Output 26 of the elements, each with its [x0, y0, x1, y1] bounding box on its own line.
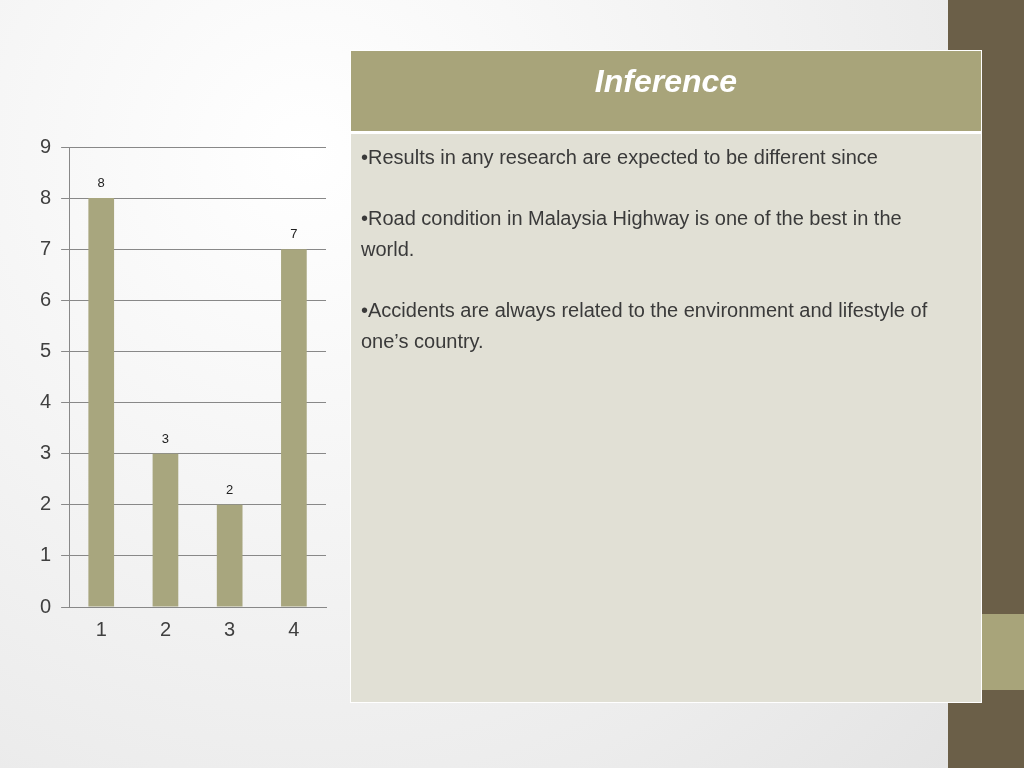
- y-tick-label: 4: [40, 390, 52, 413]
- bar: [88, 198, 115, 607]
- data-label: 3: [161, 430, 170, 446]
- y-tick-label: 5: [40, 338, 52, 361]
- bar: [152, 453, 179, 607]
- x-tick-label: 2: [159, 617, 172, 640]
- bar: [216, 504, 243, 607]
- data-label: 7: [290, 226, 298, 242]
- bar: [281, 249, 307, 607]
- y-tick-label: 0: [40, 594, 52, 617]
- y-tick-label: 9: [40, 134, 52, 157]
- x-tick-label: 3: [224, 617, 236, 640]
- data-label: 8: [97, 175, 105, 191]
- y-tick-label: 6: [40, 287, 52, 310]
- text: •Results in any research are expected to be different since: [361, 145, 879, 170]
- y-tick-label: 7: [40, 236, 52, 259]
- text: •Road condition in Malaysia Highway is one of the best in the world.: [361, 206, 903, 262]
- text: •Accidents are always related to the environment and lifestyle of one’s country.: [361, 298, 929, 354]
- x-tick-label: 4: [288, 617, 300, 640]
- y-tick-label: 2: [40, 492, 52, 515]
- y-tick-label: 3: [40, 441, 52, 464]
- y-tick-label: 8: [40, 185, 52, 208]
- x-tick-label: 1: [95, 617, 107, 640]
- text: Inference: [351, 51, 981, 134]
- y-tick-label: 1: [40, 543, 52, 566]
- data-label: 2: [226, 481, 234, 497]
